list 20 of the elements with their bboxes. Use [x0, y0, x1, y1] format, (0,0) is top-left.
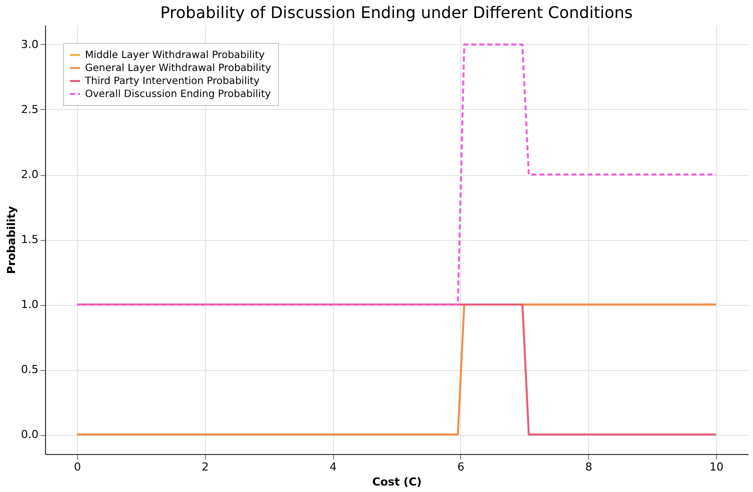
y-tick-label: 2.5 [21, 103, 38, 116]
legend-label: Overall Discussion Ending Probability [85, 89, 271, 100]
x-tick-label: 6 [457, 460, 464, 474]
x-axis-title: Cost (C) [372, 476, 422, 488]
y-tick-label: 0.0 [21, 428, 38, 441]
y-tick-label: 3.0 [21, 38, 38, 51]
y-axis-title: Probability [5, 206, 18, 274]
x-tick-label: 8 [585, 460, 592, 474]
x-tick-label: 0 [74, 460, 81, 474]
y-tick-label: 0.5 [21, 363, 38, 376]
y-tick-label: 1.5 [21, 233, 38, 246]
y-tick-label: 1.0 [21, 298, 38, 311]
x-tick-label: 10 [710, 460, 724, 474]
legend-label: Middle Layer Withdrawal Probability [85, 50, 265, 61]
legend-label: General Layer Withdrawal Probability [85, 63, 272, 74]
chart-title: Probability of Discussion Ending under Different Conditions [160, 3, 633, 22]
x-tick-label: 4 [330, 460, 337, 474]
legend-label: Third Party Intervention Probability [84, 76, 260, 87]
x-tick-label: 2 [202, 460, 209, 474]
y-tick-label: 2.0 [21, 168, 38, 181]
